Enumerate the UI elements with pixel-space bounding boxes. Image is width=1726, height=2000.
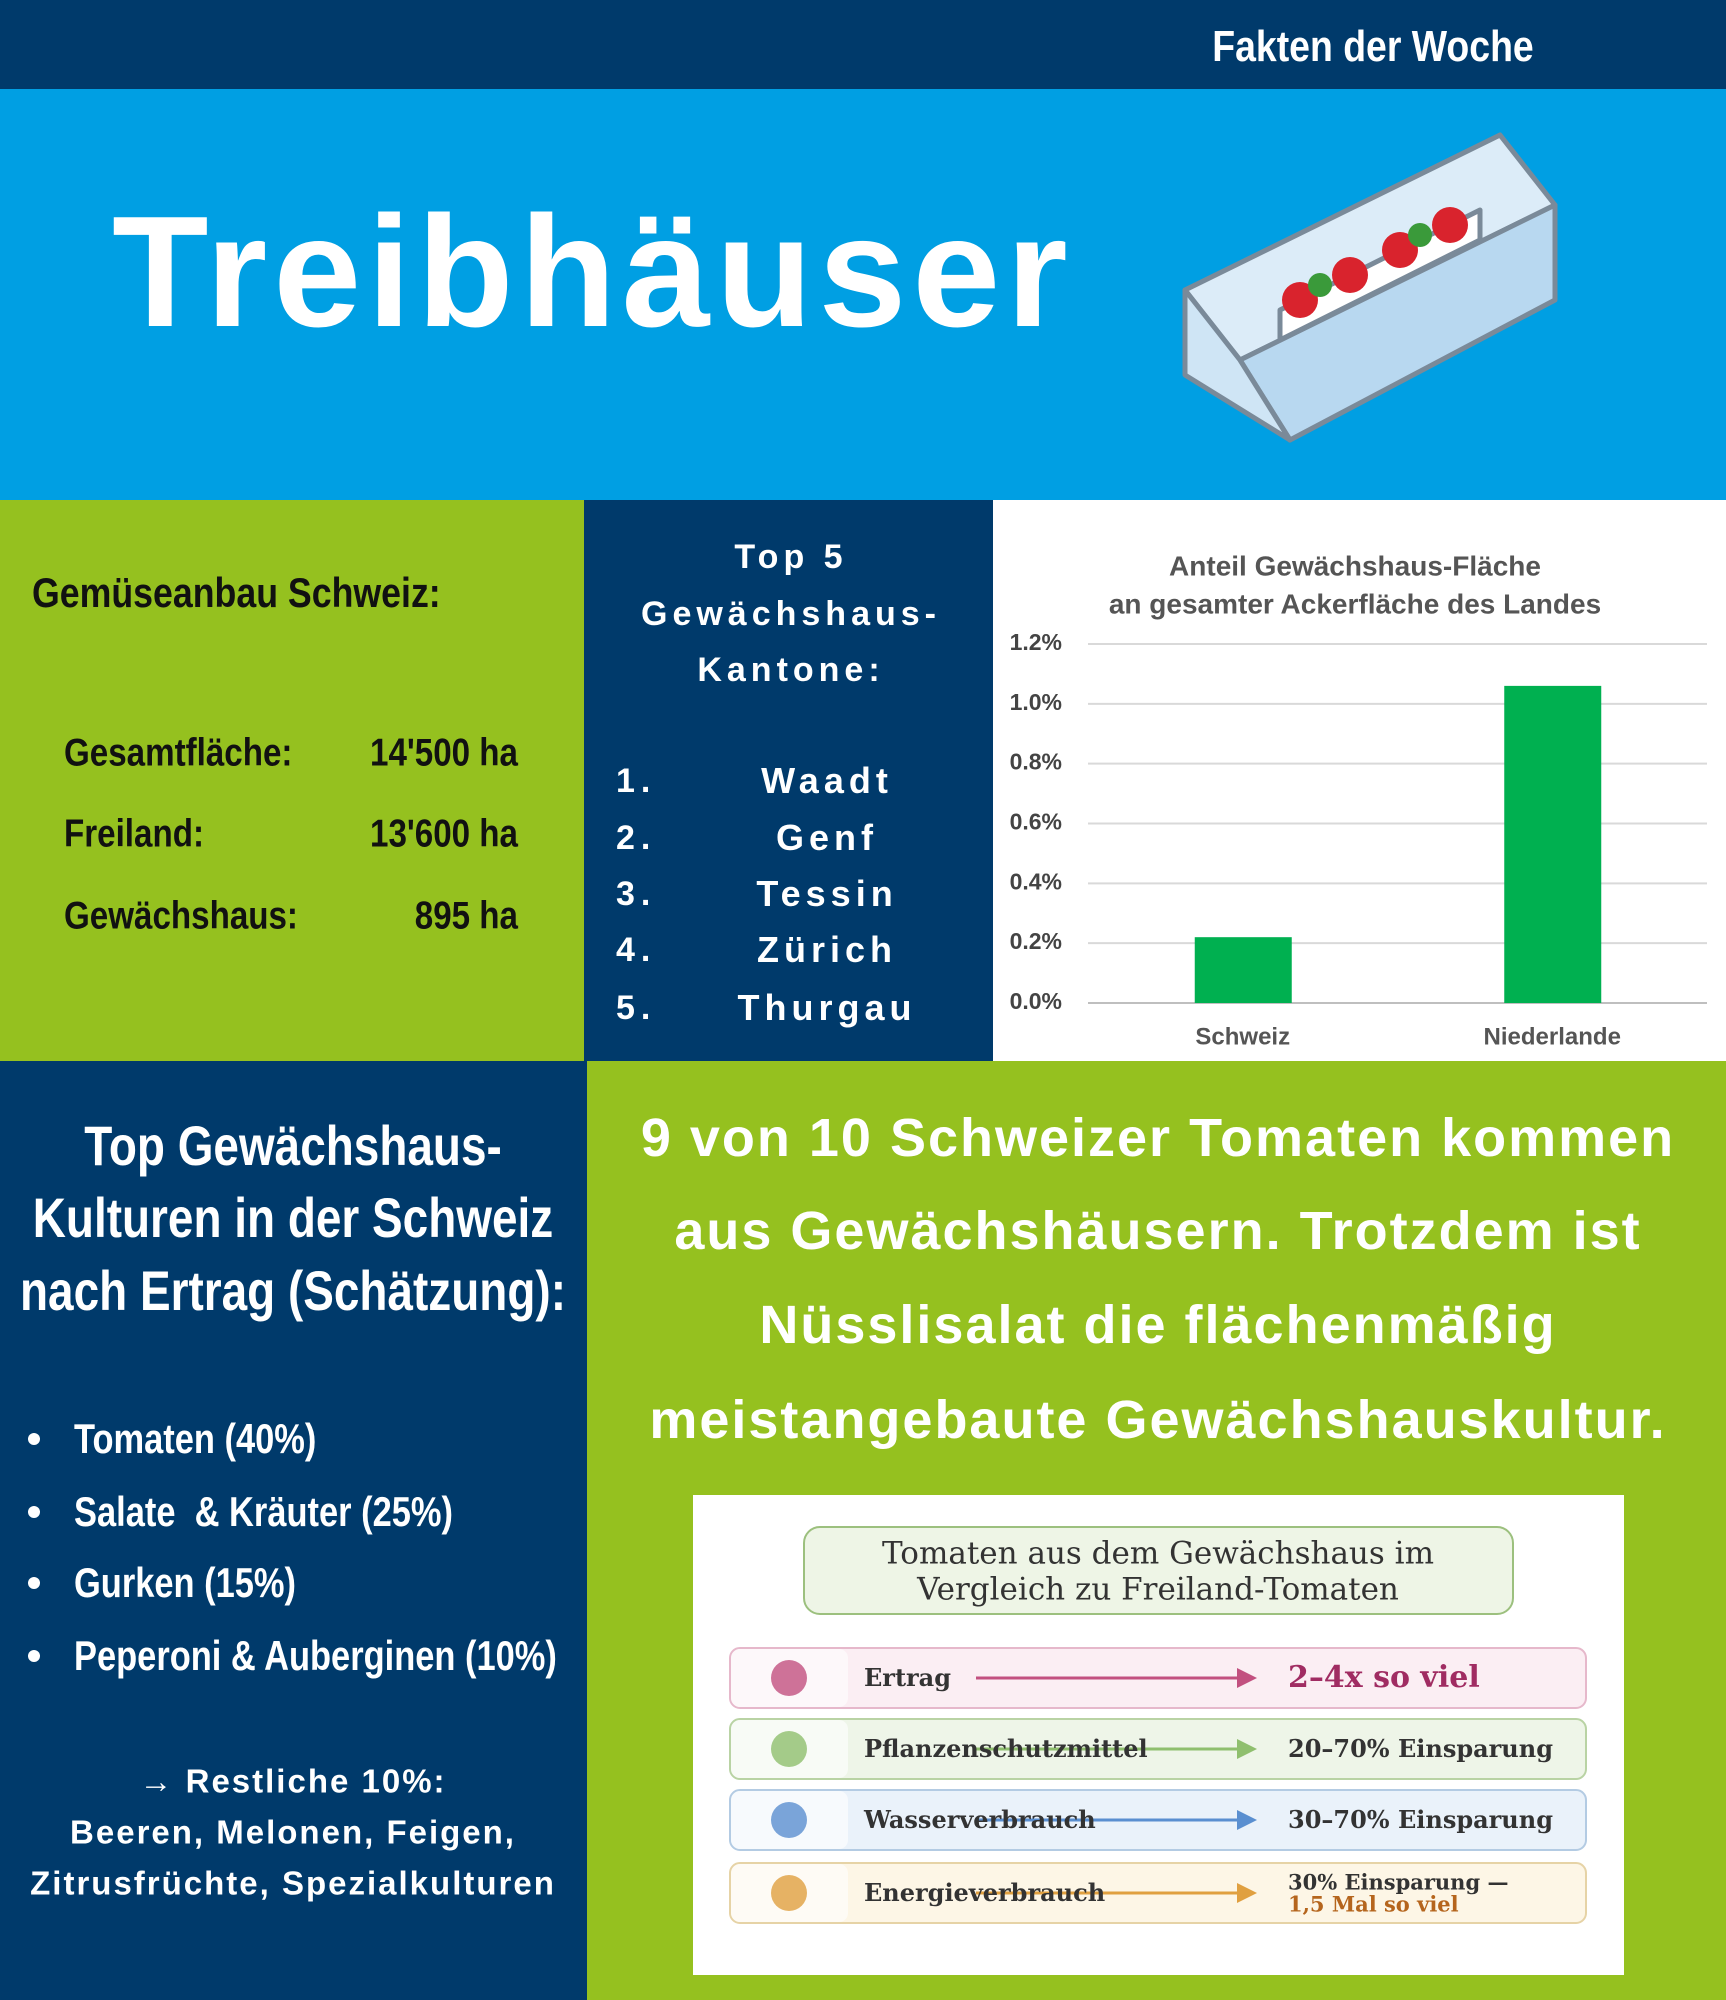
remark-line: meistangebaute Gewächshauskultur.: [649, 1390, 1667, 1450]
comparison-header: [803, 1526, 1514, 1615]
kicker: Fakten der Woche: [1212, 22, 1534, 71]
remark-line: Nüsslisalat die flächenmäßig: [759, 1295, 1557, 1355]
y-tick-label: 0.0%: [1010, 988, 1062, 1014]
remark-line: aus Gewächshäusern. Trotzdem ist: [674, 1201, 1642, 1261]
fact-value: 14'500 ha: [370, 731, 518, 775]
row-icon: [771, 1660, 807, 1696]
top5-title: Kantone:: [697, 651, 885, 689]
crops-rest: → Restliche 10%:: [139, 1762, 447, 1800]
bullet: [28, 1433, 40, 1445]
row-label: Ertrag: [864, 1663, 951, 1692]
top5-rank: 2.: [616, 819, 657, 857]
main-title: Treibhäuser: [112, 184, 1074, 360]
crops-title: Kulturen in der Schweiz: [32, 1186, 554, 1249]
row-icon: [771, 1731, 807, 1767]
row-label: Wasserverbrauch: [864, 1805, 1096, 1834]
y-tick-label: 1.2%: [1010, 629, 1062, 655]
comparison-title: Vergleich zu Freiland-Tomaten: [917, 1571, 1399, 1608]
top5-name: Thurgau: [737, 987, 917, 1028]
comparison-title: Tomaten aus dem Gewächshaus im: [882, 1535, 1434, 1572]
fact-value: 895 ha: [414, 894, 518, 938]
y-tick-label: 0.4%: [1010, 868, 1062, 894]
top5-name: Tessin: [756, 873, 898, 914]
row-arrowhead: [1237, 1668, 1257, 1688]
y-tick-label: 0.8%: [1010, 749, 1062, 775]
facts-title: Gemüseanbau Schweiz:: [32, 569, 441, 616]
row-arrowhead: [1237, 1739, 1257, 1759]
row-value: 1,5 Mal so viel: [1288, 1891, 1459, 1917]
bullet: [28, 1650, 40, 1662]
chart-title: Anteil Gewächshaus-Fläche: [1169, 550, 1541, 581]
crops-rest: Zitrusfrüchte, Spezialkulturen: [30, 1864, 556, 1902]
greenhouse-icon: [1182, 132, 1558, 443]
top5-name: Zürich: [756, 929, 898, 970]
crop-item: Gurken (15%): [74, 1559, 297, 1606]
row-label: Pflanzenschutzmittel: [864, 1734, 1148, 1763]
top5-name: Genf: [775, 817, 879, 858]
bar: [1504, 685, 1602, 1003]
remark-line: 9 von 10 Schweizer Tomaten kommen: [640, 1108, 1676, 1168]
crop-item: Salate & Kräuter (25%): [74, 1488, 453, 1535]
row-value: 2–4x so viel: [1288, 1660, 1480, 1695]
facts-panel: [0, 500, 584, 1061]
top5-title: Top 5: [734, 538, 848, 576]
crops-title: Top Gewächshaus-: [84, 1114, 502, 1177]
row-value: 20–70% Einsparung: [1288, 1734, 1553, 1763]
fact-label: Freiland:: [64, 812, 204, 856]
x-tick-label: Niederlande: [1484, 1023, 1621, 1050]
top5-rank: 5.: [616, 989, 657, 1027]
y-tick-label: 0.6%: [1010, 809, 1062, 835]
row-arrowhead: [1237, 1883, 1257, 1903]
fact-label: Gesamtfläche:: [64, 731, 293, 775]
bullet: [28, 1506, 40, 1518]
top5-rank: 4.: [616, 931, 657, 969]
top5-name: Waadt: [761, 760, 893, 801]
top5-title: Gewächshaus-: [641, 595, 941, 633]
x-tick-label: Schweiz: [1195, 1023, 1290, 1050]
row-label: Energieverbrauch: [864, 1878, 1106, 1907]
crop-item: Peperoni & Auberginen (10%): [74, 1632, 557, 1679]
y-tick-label: 0.2%: [1010, 928, 1062, 954]
row-value: 30–70% Einsparung: [1288, 1805, 1553, 1834]
chart-panel: [993, 502, 1726, 1061]
row-icon: [771, 1875, 807, 1911]
top5-rank: 3.: [616, 875, 657, 913]
crops-panel: [0, 1061, 587, 2000]
top-bar: [0, 0, 1726, 89]
bullet: [28, 1577, 40, 1589]
row-value: 30% Einsparung —: [1288, 1869, 1509, 1895]
crops-rest: Beeren, Melonen, Feigen,: [70, 1813, 516, 1851]
row-arrowhead: [1237, 1810, 1257, 1830]
crops-title: nach Ertrag (Schätzung):: [20, 1259, 566, 1322]
y-tick-label: 1.0%: [1010, 689, 1062, 715]
fact-label: Gewächshaus:: [64, 894, 298, 938]
row-icon: [771, 1802, 807, 1838]
top5-rank: 1.: [616, 762, 657, 800]
bar: [1194, 937, 1292, 1003]
top5-panel: [584, 500, 993, 1061]
crop-item: Tomaten (40%): [74, 1415, 317, 1462]
chart-title: an gesamter Ackerfläche des Landes: [1109, 588, 1601, 619]
fact-value: 13'600 ha: [370, 812, 518, 856]
